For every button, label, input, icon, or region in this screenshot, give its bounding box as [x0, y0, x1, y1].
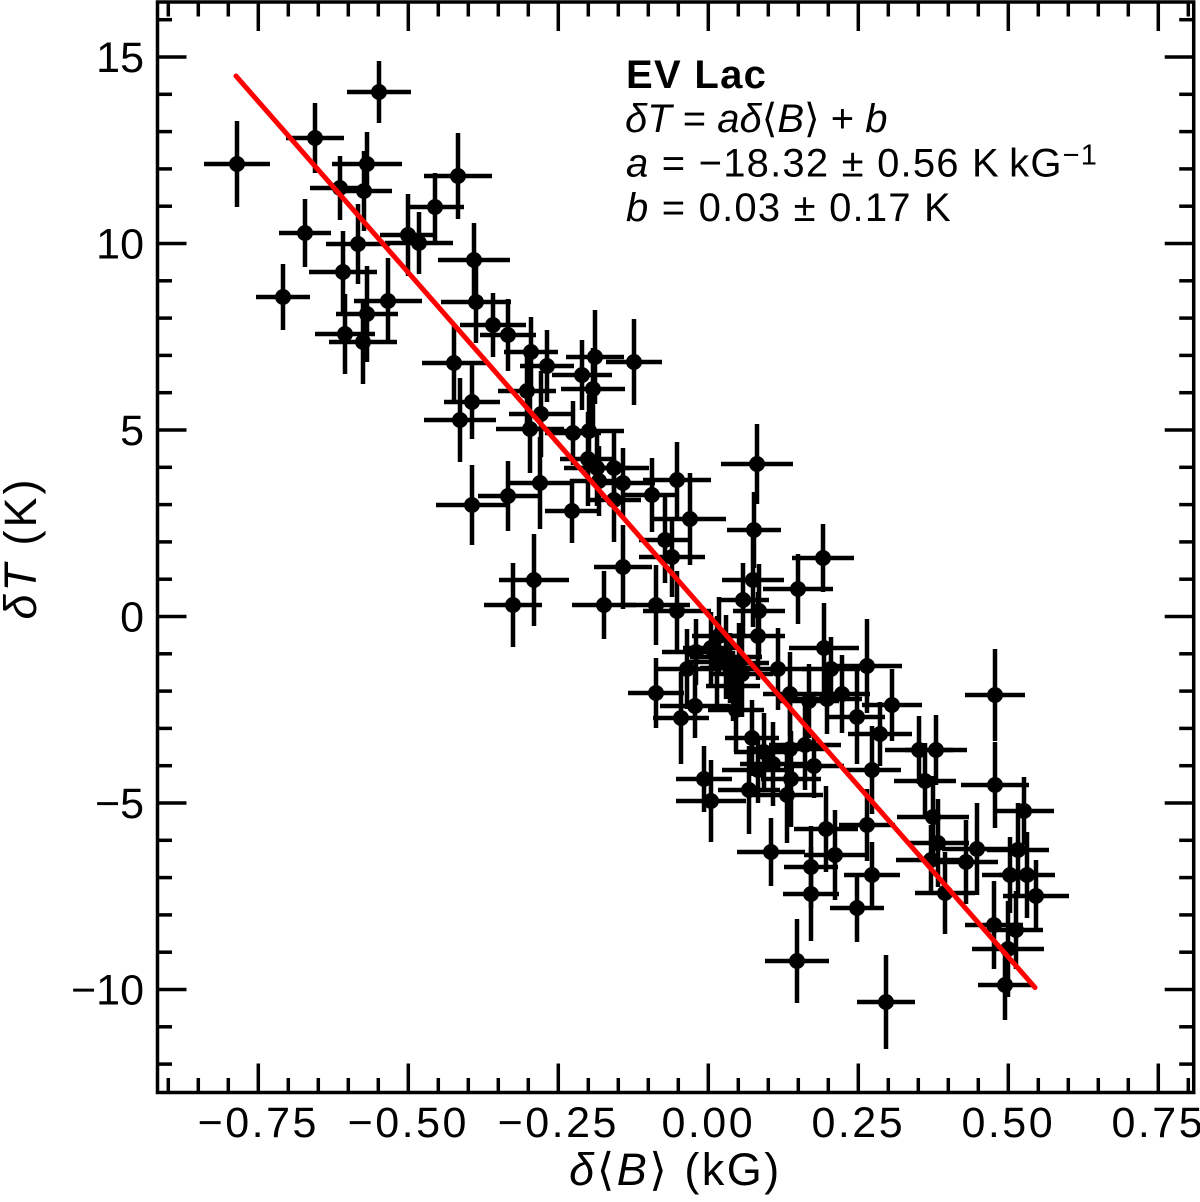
svg-text:δT = aδ⟨B⟩ + b: δT = aδ⟨B⟩ + b: [625, 97, 888, 141]
svg-text:0.25: 0.25: [811, 1099, 905, 1147]
svg-text:δ⟨B⟩ (kG): δ⟨B⟩ (kG): [569, 1144, 782, 1195]
svg-text:a = −18.32 ± 0.56 K kG−1: a = −18.32 ± 0.56 K kG−1: [626, 140, 1098, 186]
svg-text:0.50: 0.50: [961, 1099, 1055, 1147]
svg-text:−0.25: −0.25: [498, 1099, 619, 1147]
svg-text:b = 0.03 ± 0.17 K: b = 0.03 ± 0.17 K: [626, 186, 952, 230]
svg-text:δT (K): δT (K): [0, 477, 46, 620]
svg-text:10: 10: [96, 221, 144, 269]
svg-text:−0.50: −0.50: [348, 1099, 469, 1147]
svg-text:−0.75: −0.75: [198, 1099, 319, 1147]
svg-text:0.75: 0.75: [1111, 1099, 1200, 1147]
svg-text:5: 5: [120, 407, 144, 455]
svg-text:15: 15: [96, 34, 144, 82]
svg-text:−10: −10: [71, 967, 144, 1015]
svg-text:−5: −5: [95, 780, 144, 828]
svg-text:0: 0: [120, 594, 144, 642]
svg-text:0.00: 0.00: [661, 1099, 755, 1147]
svg-text:EV Lac: EV Lac: [626, 53, 767, 97]
